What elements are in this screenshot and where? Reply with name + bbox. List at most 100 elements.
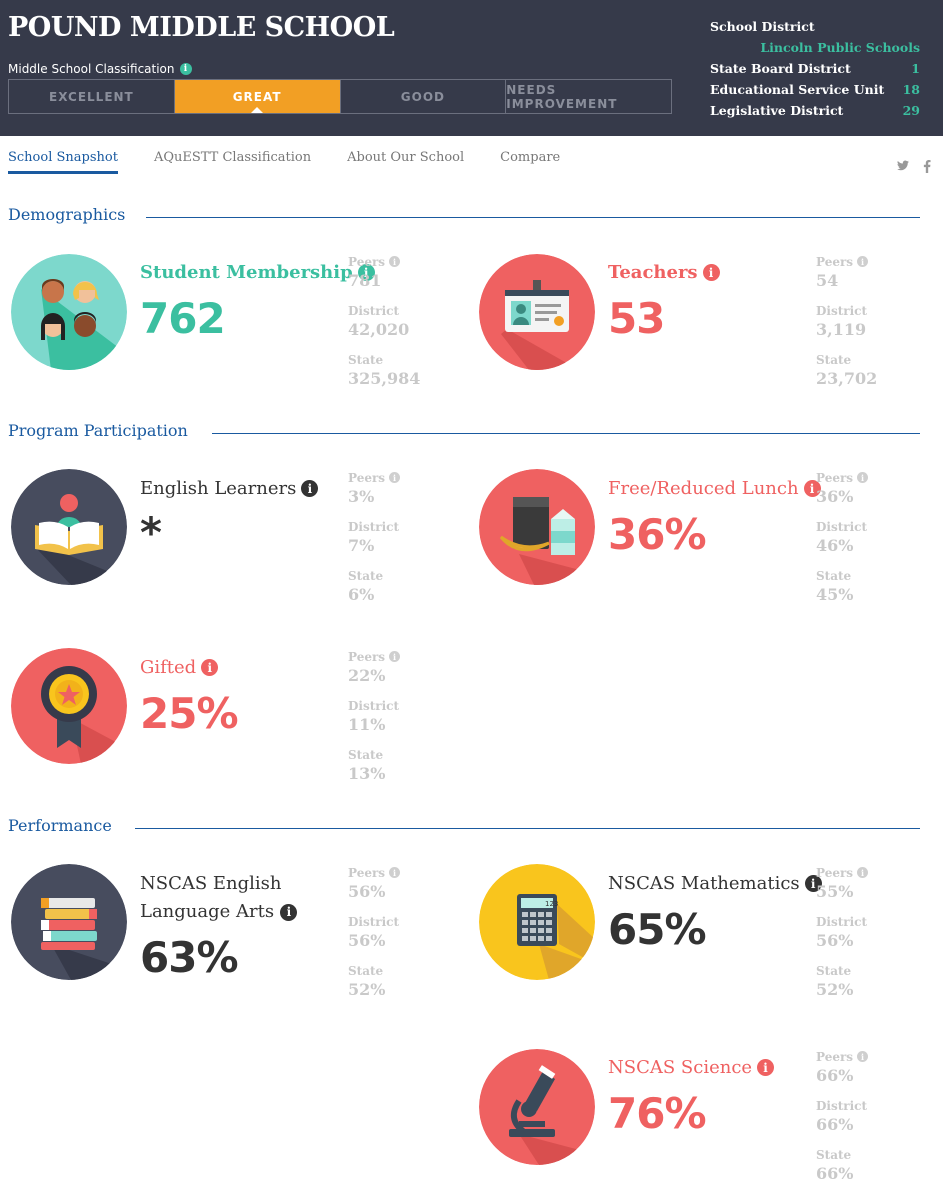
peers-value: 66% — [816, 1066, 854, 1085]
stat-title-science: NSCAS Science i — [608, 1057, 775, 1078]
district-value: 11% — [348, 715, 386, 734]
info-icon[interactable]: i — [803, 480, 821, 497]
stat-value-english-learners: * — [140, 508, 162, 557]
tab-aquestt-classification[interactable]: AQuESTT Classification — [153, 150, 312, 165]
info-icon[interactable]: i — [804, 875, 822, 892]
classification-label: Middle School Classification — [8, 62, 175, 76]
stat-value-math: 65% — [608, 905, 707, 954]
district-label: District — [348, 303, 399, 318]
peers-label-text: Peers — [816, 254, 854, 269]
section-title-program-participation: Program Participation — [8, 421, 188, 440]
peers-label: Peers i — [816, 864, 869, 881]
info-icon[interactable]: i — [389, 867, 401, 878]
section-divider — [135, 828, 920, 829]
state-value: 52% — [348, 980, 386, 999]
district-row: School District — [710, 16, 920, 37]
stat-value-ela: 63% — [140, 933, 239, 982]
info-icon[interactable]: i — [857, 472, 869, 483]
state-value: 6% — [348, 585, 375, 604]
tab-compare[interactable]: Compare — [500, 150, 561, 165]
info-icon[interactable]: i — [357, 264, 375, 281]
info-row-value: 29 — [902, 103, 920, 118]
compare-ela: Peers i 56% District 56% State 52% — [348, 864, 401, 1011]
books-stack-icon — [11, 864, 127, 980]
peers-label: Peers i — [348, 864, 401, 881]
info-icon[interactable]: i — [702, 264, 720, 281]
info-icon[interactable]: i — [201, 659, 219, 676]
classification-rating-bar: EXCELLENT GREAT GOOD NEEDS IMPROVEMENT — [8, 79, 672, 114]
info-icon[interactable]: i — [389, 651, 401, 662]
rating-good[interactable]: GOOD — [341, 80, 507, 113]
info-icon[interactable]: i — [857, 1051, 869, 1062]
section-divider — [146, 217, 920, 218]
stat-title-text: English Learners — [140, 478, 297, 499]
microscope-icon — [479, 1049, 595, 1165]
facebook-icon[interactable] — [923, 160, 931, 173]
state-value: 13% — [348, 764, 386, 783]
peers-label: Peers i — [348, 648, 401, 665]
peers-value: 781 — [348, 271, 382, 290]
section-divider — [212, 433, 920, 434]
district-label: District — [348, 914, 399, 929]
info-icon[interactable]: i — [757, 1059, 775, 1076]
stat-title-text: NSCAS Mathematics — [608, 873, 800, 894]
compare-english-learners: Peers i 3% District 7% State 6% — [348, 469, 401, 616]
district-value: 7% — [348, 536, 375, 555]
rating-great[interactable]: GREAT — [174, 80, 341, 113]
state-label: State — [816, 963, 852, 978]
stat-value-teachers: 53 — [608, 294, 665, 343]
main-tabs: School Snapshot AQuESTT Classification A… — [8, 150, 560, 174]
tab-about-our-school[interactable]: About Our School — [347, 150, 465, 165]
twitter-icon[interactable] — [897, 160, 909, 171]
peers-label-text: Peers — [816, 865, 854, 880]
open-book-icon — [11, 469, 127, 585]
state-value: 45% — [816, 585, 854, 604]
calculator-icon: 123 — [479, 864, 595, 980]
info-icon[interactable]: i — [301, 480, 319, 497]
students-icon — [11, 254, 127, 370]
district-label: District — [348, 698, 399, 713]
peers-label: Peers i — [348, 469, 401, 486]
state-label: State — [348, 352, 384, 367]
district-label: District — [816, 303, 867, 318]
info-icon[interactable]: i — [389, 472, 401, 483]
award-ribbon-icon — [11, 648, 127, 764]
info-icon[interactable]: i — [389, 256, 401, 267]
state-value: 325,984 — [348, 369, 421, 388]
teacher-badge-icon — [479, 254, 595, 370]
stat-title-text: Free/Reduced Lunch — [608, 478, 799, 499]
state-value: 23,702 — [816, 369, 878, 388]
info-row-legislative: Legislative District 29 — [710, 100, 920, 121]
stat-title-text: Student Membership — [140, 262, 353, 283]
stat-title-text: NSCAS Science — [608, 1057, 753, 1078]
stat-title-math: NSCAS Mathematics i — [608, 873, 822, 894]
info-icon[interactable]: i — [179, 63, 192, 75]
stat-title-teachers: Teachers i — [608, 262, 720, 283]
rating-excellent[interactable]: EXCELLENT — [9, 80, 175, 113]
district-label: School District — [710, 19, 815, 34]
stat-title-lunch: Free/Reduced Lunch i — [608, 478, 821, 499]
district-name-link[interactable]: Lincoln Public Schools — [760, 40, 920, 55]
stat-title-line2: Language Arts — [140, 901, 275, 922]
state-label: State — [348, 963, 384, 978]
stat-title-line1: NSCAS English — [140, 873, 282, 894]
info-row-label: State Board District — [710, 61, 851, 76]
district-value: 56% — [348, 931, 386, 950]
rating-needs-improvement[interactable]: NEEDS IMPROVEMENT — [506, 82, 618, 111]
stat-title-membership: Student Membership i — [140, 262, 375, 283]
peers-label-text: Peers — [348, 254, 386, 269]
classification-label-row: Middle School Classification i — [8, 62, 192, 76]
peers-label-text: Peers — [816, 470, 854, 485]
school-name: POUND MIDDLE SCHOOL — [8, 12, 395, 43]
stat-value-membership: 762 — [140, 294, 226, 343]
info-icon[interactable]: i — [280, 903, 298, 921]
peers-value: 56% — [348, 882, 386, 901]
stat-title-gifted: Gifted i — [140, 657, 219, 678]
district-value: 42,020 — [348, 320, 410, 339]
info-icon[interactable]: i — [857, 256, 869, 267]
stat-value-lunch: 36% — [608, 510, 707, 559]
info-icon[interactable]: i — [857, 867, 869, 878]
tab-school-snapshot[interactable]: School Snapshot — [8, 150, 118, 174]
district-info-panel: School District Lincoln Public Schools S… — [710, 16, 920, 121]
district-value: 3,119 — [816, 320, 867, 339]
